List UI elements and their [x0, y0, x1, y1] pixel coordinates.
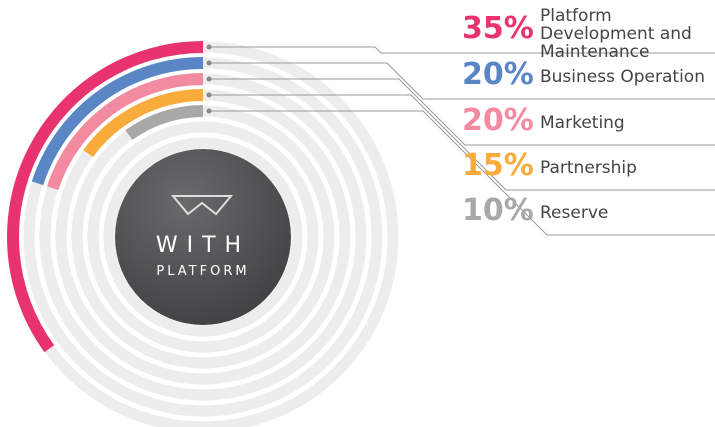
leader-dot	[206, 44, 212, 50]
arc	[83, 89, 204, 158]
track	[87, 121, 319, 353]
leader-line	[209, 46, 715, 54]
center-title: WITH	[156, 233, 250, 258]
category-label: Marketing	[540, 113, 625, 133]
leader-line	[209, 110, 715, 236]
center: WITH PLATFORM	[115, 149, 291, 325]
value-label: 15%	[462, 148, 534, 183]
arc	[125, 105, 204, 140]
value-label: 10%	[462, 193, 534, 228]
category-label: Reserve	[540, 203, 609, 223]
value-label: 20%	[462, 57, 534, 92]
arc	[47, 73, 204, 191]
arc	[7, 41, 204, 353]
leader-dot	[206, 92, 212, 98]
value-label: 35%	[462, 11, 534, 46]
category-label: Platform Development and Maintenance	[540, 6, 692, 62]
leader-dot	[206, 108, 212, 114]
category-label: Business Operation	[540, 67, 705, 87]
leader-line	[209, 62, 715, 100]
value-label: 20%	[462, 103, 534, 138]
rings	[7, 41, 715, 427]
track	[103, 137, 303, 337]
category-label: Partnership	[540, 158, 637, 178]
center-circle	[115, 149, 291, 325]
logo	[170, 195, 234, 216]
leader-line	[209, 94, 715, 191]
leader-dot	[206, 76, 212, 82]
arc	[31, 57, 204, 186]
leader-line	[209, 78, 715, 146]
center-subtitle: PLATFORM	[156, 264, 249, 279]
leader-dot	[206, 60, 212, 66]
